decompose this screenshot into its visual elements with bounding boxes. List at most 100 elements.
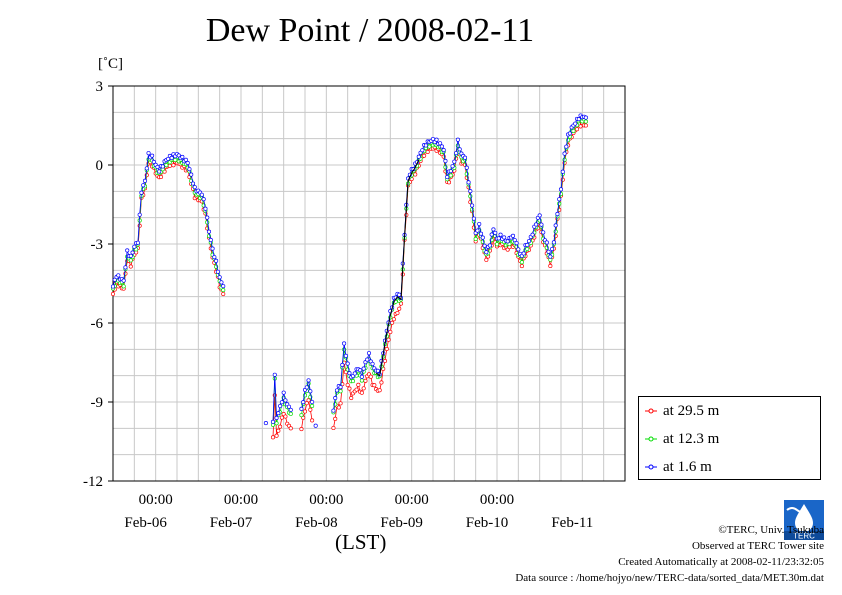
data-point bbox=[534, 222, 539, 227]
x-tick-time-label: 00:00 bbox=[139, 492, 173, 508]
data-point bbox=[130, 250, 135, 255]
data-point bbox=[390, 320, 395, 325]
data-point bbox=[502, 235, 507, 240]
data-point bbox=[416, 154, 421, 159]
data-point bbox=[455, 137, 460, 142]
data-point bbox=[377, 388, 382, 393]
data-point bbox=[128, 264, 133, 269]
data-point bbox=[514, 241, 519, 246]
data-point bbox=[391, 317, 396, 322]
legend-label: at 1.6 m bbox=[663, 458, 712, 475]
data-point bbox=[157, 169, 162, 174]
data-point bbox=[491, 227, 496, 232]
x-tick-time-label: 00:00 bbox=[224, 492, 258, 508]
x-tick-time-label: 00:00 bbox=[395, 492, 429, 508]
x-tick-date-label: Feb-07 bbox=[210, 515, 253, 531]
legend-item-29-5m: at 29.5 m bbox=[645, 400, 719, 422]
series-overlay-black bbox=[375, 159, 420, 377]
data-point bbox=[489, 232, 494, 237]
data-point bbox=[333, 396, 338, 401]
data-point bbox=[386, 337, 391, 342]
y-axis-ticks: 3 0 -3 -6 -9 -12 bbox=[83, 79, 113, 490]
legend-marker-icon bbox=[645, 408, 657, 414]
data-point bbox=[342, 341, 347, 346]
data-point bbox=[555, 211, 560, 217]
data-point bbox=[448, 173, 453, 178]
data-point bbox=[141, 183, 146, 188]
data-point bbox=[166, 156, 171, 161]
data-point bbox=[573, 121, 578, 126]
data-point bbox=[466, 180, 471, 185]
data-point bbox=[333, 416, 338, 421]
x-tick-date-label: Feb-06 bbox=[124, 515, 167, 531]
data-point bbox=[217, 275, 222, 280]
data-point bbox=[276, 428, 281, 433]
data-point bbox=[274, 433, 279, 438]
data-point bbox=[185, 160, 190, 166]
data-point bbox=[279, 400, 284, 405]
data-point bbox=[263, 421, 268, 426]
data-point bbox=[487, 243, 492, 248]
data-point bbox=[221, 284, 226, 289]
data-point bbox=[359, 374, 364, 379]
data-point bbox=[205, 215, 210, 220]
data-point bbox=[370, 361, 375, 366]
data-point bbox=[347, 371, 352, 376]
data-point bbox=[425, 149, 430, 154]
data-point bbox=[462, 155, 468, 160]
data-point bbox=[278, 403, 283, 409]
legend-marker-icon bbox=[645, 436, 657, 442]
data-point bbox=[221, 291, 226, 297]
data-point bbox=[272, 372, 277, 377]
data-point bbox=[132, 244, 137, 249]
data-point bbox=[350, 379, 356, 384]
y-axis-unit-label: [˚C] bbox=[98, 56, 123, 72]
data-point bbox=[388, 329, 393, 335]
data-point bbox=[454, 151, 459, 156]
data-point bbox=[576, 117, 581, 122]
data-point bbox=[434, 137, 439, 142]
data-point bbox=[521, 251, 526, 256]
y-tick-label: -12 bbox=[83, 474, 103, 490]
data-point bbox=[308, 407, 313, 412]
data-point bbox=[205, 220, 210, 225]
x-tick-time-label: 00:00 bbox=[480, 492, 514, 508]
data-point bbox=[276, 411, 281, 416]
data-point bbox=[525, 247, 530, 252]
data-point bbox=[158, 174, 164, 180]
site-line: Observed at TERC Tower site bbox=[691, 540, 824, 552]
data-point bbox=[553, 229, 558, 234]
data-point bbox=[180, 154, 185, 159]
series-line bbox=[375, 159, 420, 377]
data-point bbox=[203, 206, 208, 211]
data-point bbox=[345, 382, 350, 388]
data-point bbox=[169, 155, 174, 161]
data-point bbox=[173, 157, 178, 163]
data-point bbox=[192, 185, 197, 190]
x-axis-ticks: 00:00 00:00 00:00 00:00 00:00 Feb-06 Feb-07 Feb… bbox=[124, 492, 593, 531]
data-point bbox=[155, 164, 160, 170]
data-point bbox=[110, 291, 116, 297]
data-point bbox=[274, 421, 279, 426]
data-point bbox=[482, 243, 487, 248]
data-point bbox=[484, 250, 489, 255]
data-point bbox=[347, 386, 352, 391]
data-point bbox=[397, 306, 402, 311]
data-point bbox=[365, 357, 370, 362]
data-point bbox=[477, 221, 482, 227]
data-point bbox=[439, 144, 444, 149]
data-point bbox=[558, 187, 564, 192]
data-point bbox=[384, 346, 389, 351]
data-point bbox=[422, 153, 427, 158]
data-point bbox=[395, 310, 400, 316]
x-tick-date-label: Feb-08 bbox=[295, 515, 338, 531]
data-point bbox=[214, 258, 219, 263]
data-point bbox=[183, 157, 188, 162]
data-point bbox=[443, 158, 448, 164]
data-point bbox=[215, 269, 220, 274]
y-tick-label: 0 bbox=[96, 158, 104, 174]
y-tick-label: 3 bbox=[96, 79, 104, 95]
data-point bbox=[525, 242, 530, 248]
data-point bbox=[123, 265, 128, 270]
